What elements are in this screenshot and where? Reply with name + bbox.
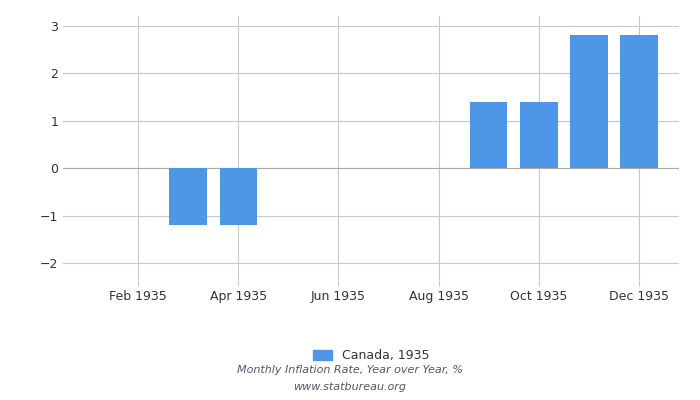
Text: Monthly Inflation Rate, Year over Year, %: Monthly Inflation Rate, Year over Year, …: [237, 365, 463, 375]
Bar: [169, 168, 207, 225]
Text: www.statbureau.org: www.statbureau.org: [293, 382, 407, 392]
Bar: [620, 35, 658, 168]
Bar: [520, 102, 558, 168]
Bar: [220, 168, 257, 225]
Legend: Canada, 1935: Canada, 1935: [308, 344, 434, 367]
Bar: [470, 102, 508, 168]
Bar: [570, 35, 608, 168]
